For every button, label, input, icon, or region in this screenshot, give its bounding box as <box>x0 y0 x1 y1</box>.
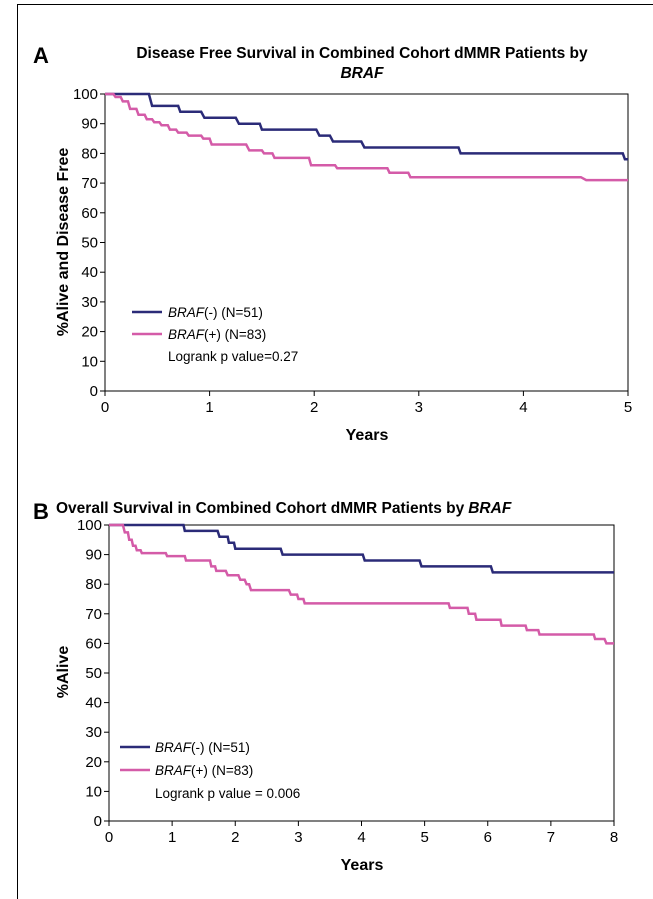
panel-b-y-tick-label: 70 <box>85 606 102 623</box>
panel-b-y-axis-title: %Alive <box>55 646 72 699</box>
panel-a-x-tick-label: 3 <box>415 399 423 416</box>
panel-b-x-tick-label: 6 <box>484 829 492 846</box>
panel-b-y-tick-label: 100 <box>77 517 102 534</box>
panel-a-legend-italic-braf-neg: BRAF <box>168 305 205 320</box>
panel-b-x-tick-label: 5 <box>420 829 428 846</box>
panel-b-x-tick-label: 4 <box>357 829 365 846</box>
panel-a-x-tick-label: 1 <box>205 399 213 416</box>
panel-a-x-tick-label: 5 <box>624 399 632 416</box>
panel-b-y-tick-label: 40 <box>85 695 102 712</box>
panel-b-y-tick-label: 10 <box>85 783 102 800</box>
panel-a-y-tick-label: 20 <box>81 324 98 341</box>
panel-b-series-line-braf-pos <box>109 523 614 645</box>
panel-a-y-tick-label: 70 <box>81 175 98 192</box>
panel-b-y-tick-label: 30 <box>85 724 102 741</box>
panel-a-legend-rest-braf-neg: (-) (N=51) <box>204 305 263 320</box>
panel-b-x-tick-label: 3 <box>294 829 302 846</box>
panel-b-y-tick-label: 80 <box>85 576 102 593</box>
panel-a-series-line-braf-neg <box>105 92 628 161</box>
panel-a-x-tick-label: 2 <box>310 399 318 416</box>
panel-a-legend-rest-braf-pos: (+) (N=83) <box>204 327 266 342</box>
panel-a-legend-label-braf-neg: BRAF(-) (N=51) <box>168 305 263 320</box>
panel-a-legend-label-braf-pos: BRAF(+) (N=83) <box>168 327 266 342</box>
panel-a-plot-area <box>104 93 629 392</box>
panel-b-x-tick-label: 1 <box>168 829 176 846</box>
panel-a-title-line2: BRAF <box>340 65 384 82</box>
panel-a-series <box>105 92 628 182</box>
panel-b-legend-rest-braf-pos: (+) (N=83) <box>191 763 253 778</box>
panel-b-x-tick-label: 2 <box>231 829 239 846</box>
panel-b-legend-italic-braf-pos: BRAF <box>155 763 192 778</box>
panel-b-x-tick-label: 0 <box>105 829 113 846</box>
panel-a-x-tick-label: 4 <box>519 399 527 416</box>
panel-a-y-tick-label: 80 <box>81 145 98 162</box>
panel-a-y-axis-title: %Alive and Disease Free <box>55 148 72 337</box>
panel-b-y-tick-label: 20 <box>85 754 102 771</box>
panel-a-y-tick-label: 30 <box>81 294 98 311</box>
panel-b-series-line-braf-neg <box>109 523 614 574</box>
panel-b-legend: BRAF(-) (N=51) BRAF(+) (N=83) Logrank p … <box>120 740 300 801</box>
panel-b-logrank-annotation: Logrank p value = 0.006 <box>155 786 300 801</box>
panel-b-series <box>109 523 614 645</box>
panel-a-y-tick-label: 40 <box>81 264 98 281</box>
panel-b-legend-italic-braf-neg: BRAF <box>155 740 192 755</box>
panel-a: A Disease Free Survival in Combined Coho… <box>33 43 632 444</box>
panel-a-title-line1: Disease Free Survival in Combined Cohort… <box>136 45 588 62</box>
panel-b-y-tick-label: 0 <box>94 813 102 830</box>
panel-a-letter: A <box>33 43 49 68</box>
panel-b-legend-label-braf-pos: BRAF(+) (N=83) <box>155 763 253 778</box>
panel-b: B Overall Survival in Combined Cohort dM… <box>33 499 618 874</box>
panel-b-x-tick-label: 8 <box>610 829 618 846</box>
panel-a-y-tick-label: 90 <box>81 116 98 133</box>
panel-a-legend: BRAF(-) (N=51) BRAF(+) (N=83) Logrank p … <box>132 305 298 364</box>
panel-b-title-italic: BRAF <box>468 500 512 517</box>
panel-a-y-tick-label: 0 <box>90 383 98 400</box>
panel-a-y-tick-label: 100 <box>73 86 98 103</box>
panel-a-x-tick-label: 0 <box>101 399 109 416</box>
panel-a-axes: 0 10 20 30 40 50 60 70 80 90 100 0 1 2 3 4 5 <box>73 86 632 416</box>
panel-b-axes: 0 10 20 30 40 50 60 70 80 90 100 0 1 2 3 4 5 6 7 8 <box>77 517 618 846</box>
panel-a-series-line-braf-pos <box>105 92 628 182</box>
panel-b-title: Overall Survival in Combined Cohort dMMR… <box>56 500 512 517</box>
panel-b-plot-area <box>108 524 615 822</box>
panel-a-x-axis-title: Years <box>346 427 389 444</box>
figure-frame <box>17 4 653 899</box>
panel-b-letter: B <box>33 499 49 524</box>
panel-a-y-tick-label: 60 <box>81 205 98 222</box>
panel-a-logrank-annotation: Logrank p value=0.27 <box>168 349 298 364</box>
panel-b-y-tick-label: 90 <box>85 547 102 564</box>
panel-b-y-tick-label: 50 <box>85 665 102 682</box>
panel-a-y-tick-label: 10 <box>81 353 98 370</box>
panel-b-x-tick-label: 7 <box>547 829 555 846</box>
panel-a-y-tick-label: 50 <box>81 235 98 252</box>
panel-b-x-axis-title: Years <box>341 857 384 874</box>
panel-b-legend-rest-braf-neg: (-) (N=51) <box>191 740 250 755</box>
panel-b-y-tick-label: 60 <box>85 635 102 652</box>
panel-a-legend-italic-braf-pos: BRAF <box>168 327 205 342</box>
panel-b-legend-label-braf-neg: BRAF(-) (N=51) <box>155 740 250 755</box>
panel-b-title-main: Overall Survival in Combined Cohort dMMR… <box>56 500 465 517</box>
